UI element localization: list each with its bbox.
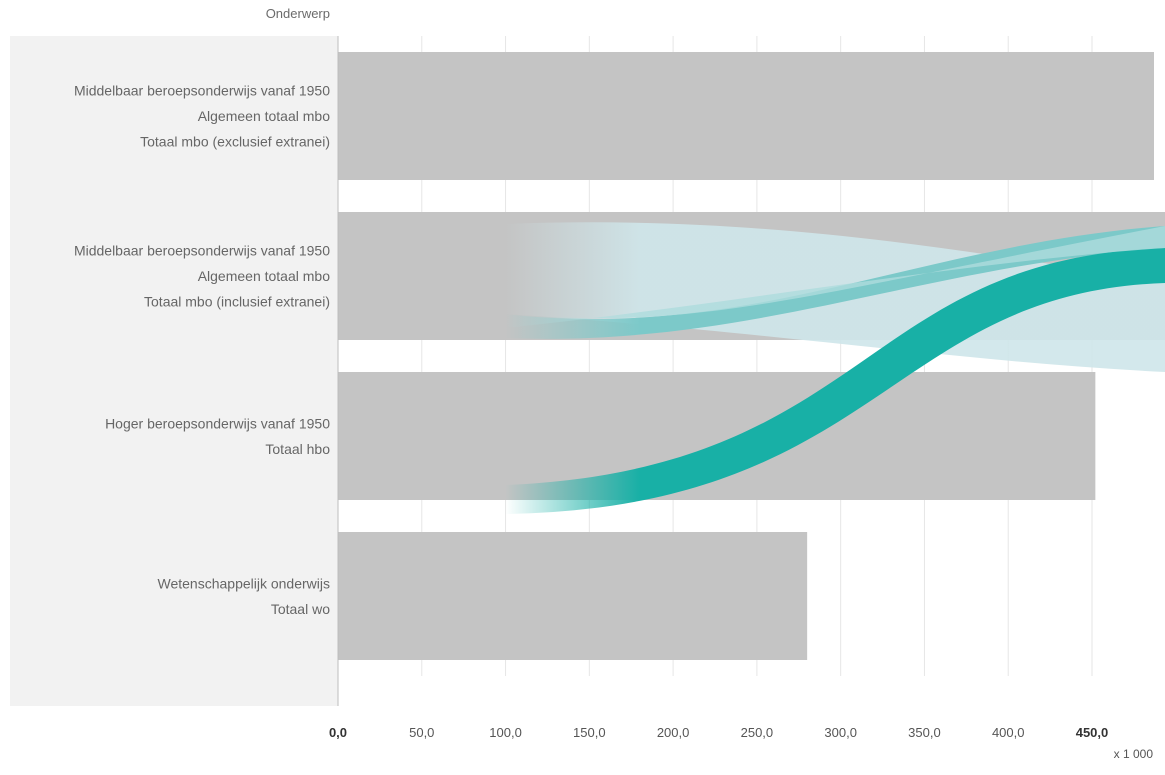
category-label: Algemeen totaal mbo xyxy=(198,268,331,284)
x-tick-label: 200,0 xyxy=(657,725,690,740)
category-label: Algemeen totaal mbo xyxy=(198,108,331,124)
category-label: Totaal wo xyxy=(271,601,330,617)
category-label: Totaal mbo (exclusief extranei) xyxy=(140,134,330,150)
ribbon-mid-band xyxy=(505,226,1165,339)
category-label-panel xyxy=(10,36,338,706)
x-tick-label: 250,0 xyxy=(741,725,774,740)
x-tick-label: 0,0 xyxy=(329,725,347,740)
category-label: Totaal hbo xyxy=(265,441,330,457)
x-tick-label: 450,0 xyxy=(1076,725,1109,740)
x-axis-unit-label: x 1 000 xyxy=(1113,747,1153,761)
x-tick-label: 150,0 xyxy=(573,725,606,740)
ribbon-dark-band xyxy=(505,248,1165,514)
category-label: Wetenschappelijk onderwijs xyxy=(158,575,331,591)
category-label: Totaal mbo (inclusief extranei) xyxy=(144,294,330,310)
x-axis-tick-labels: 0,0 50,0 100,0 150,0 200,0 250,0 300,0 350,0 400… xyxy=(329,725,1108,740)
x-tick-label: 50,0 xyxy=(409,725,434,740)
x-tick-label: 350,0 xyxy=(908,725,941,740)
x-tick-label: 400,0 xyxy=(992,725,1025,740)
bar[interactable] xyxy=(338,532,808,660)
bar[interactable] xyxy=(338,372,1096,500)
category-label: Hoger beroepsonderwijs vanaf 1950 xyxy=(105,415,330,431)
decorative-ribbons xyxy=(505,222,1165,514)
category-label: Middelbaar beroepsonderwijs vanaf 1950 xyxy=(74,243,330,259)
bar[interactable] xyxy=(338,52,1154,180)
x-tick-label: 100,0 xyxy=(489,725,522,740)
category-label: Middelbaar beroepsonderwijs vanaf 1950 xyxy=(74,83,330,99)
category-axis-header: Onderwerp xyxy=(265,6,330,21)
category-labels: Middelbaar beroepsonderwijs vanaf 1950 Al… xyxy=(74,83,330,617)
ribbon-light-overlay xyxy=(505,226,1165,328)
x-tick-label: 300,0 xyxy=(824,725,857,740)
